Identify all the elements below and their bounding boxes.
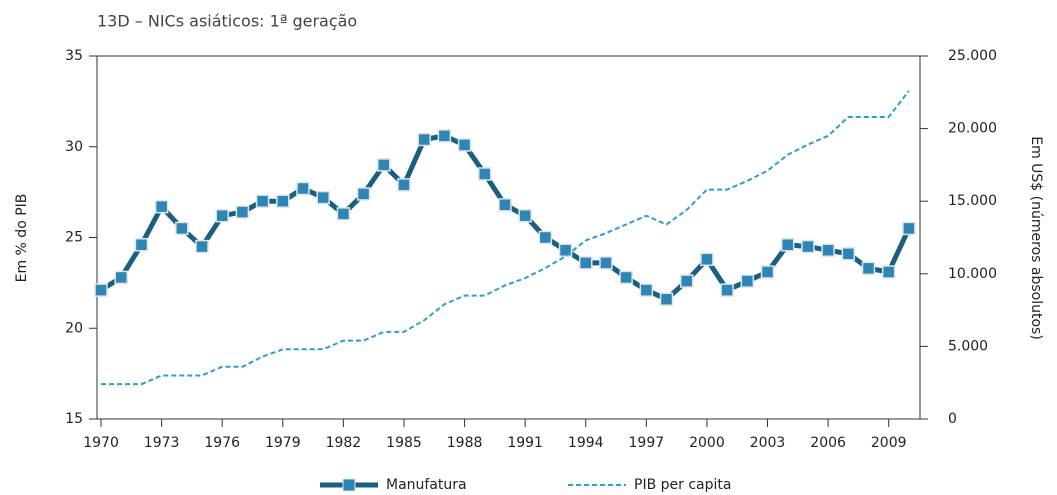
x-tick-label: 1994 bbox=[568, 435, 604, 451]
marker bbox=[599, 256, 613, 270]
y-tick-label: 20 bbox=[65, 320, 83, 336]
marker bbox=[700, 252, 714, 267]
marker bbox=[276, 194, 290, 208]
y-tick-label: 35 bbox=[65, 48, 83, 64]
marker bbox=[841, 247, 856, 261]
marker bbox=[255, 194, 270, 208]
marker bbox=[195, 239, 209, 254]
x-tick-label: 1970 bbox=[83, 435, 119, 451]
y-tick-label: 30 bbox=[65, 139, 83, 155]
marker bbox=[740, 274, 755, 288]
marker bbox=[821, 243, 835, 257]
marker bbox=[154, 199, 169, 214]
marker bbox=[356, 187, 371, 201]
marker bbox=[538, 230, 553, 245]
x-tick-label: 1997 bbox=[629, 435, 665, 451]
x-tick-label: 1982 bbox=[326, 435, 362, 451]
marker bbox=[518, 208, 532, 223]
marker bbox=[861, 261, 876, 276]
marker bbox=[780, 238, 795, 252]
marker bbox=[437, 129, 452, 143]
marker bbox=[377, 158, 391, 172]
marker bbox=[579, 256, 593, 270]
x-tick-label: 2006 bbox=[810, 435, 846, 451]
marker bbox=[336, 207, 351, 221]
x-tick-label: 1976 bbox=[204, 435, 240, 451]
marker bbox=[478, 167, 492, 181]
y2-tick-label: 0 bbox=[948, 411, 957, 427]
marker bbox=[215, 208, 229, 223]
marker bbox=[457, 138, 472, 152]
marker bbox=[659, 292, 674, 306]
marker bbox=[397, 178, 411, 192]
marker bbox=[639, 283, 654, 297]
marker bbox=[720, 283, 734, 297]
y2-tick-label: 20.000 bbox=[948, 121, 997, 137]
y2-tick-label: 10.000 bbox=[948, 266, 997, 282]
x-tick-label: 1979 bbox=[265, 435, 301, 451]
plot-frame bbox=[96, 55, 921, 420]
marker bbox=[417, 132, 431, 147]
marker bbox=[498, 198, 512, 212]
marker bbox=[801, 239, 815, 254]
marker bbox=[175, 221, 189, 236]
marker bbox=[881, 265, 896, 279]
marker bbox=[296, 181, 310, 196]
marker bbox=[134, 238, 149, 252]
series-line bbox=[101, 90, 910, 386]
marker bbox=[94, 283, 108, 297]
x-tick-label: 2000 bbox=[689, 435, 725, 451]
y2-axis-label: Em US$ (números absolutos) bbox=[1028, 136, 1044, 340]
y2-tick-label: 15.000 bbox=[948, 193, 997, 209]
legend-marker bbox=[342, 478, 356, 492]
x-tick-label: 2003 bbox=[750, 435, 786, 451]
marker bbox=[114, 270, 128, 285]
x-tick-label: 1985 bbox=[386, 435, 422, 451]
y2-tick-label: 5.000 bbox=[948, 338, 988, 354]
y-tick-label: 15 bbox=[65, 411, 83, 427]
marker bbox=[679, 274, 694, 288]
marker bbox=[316, 190, 330, 205]
x-tick-label: 1973 bbox=[144, 435, 180, 451]
legend-label: Manufatura bbox=[386, 477, 467, 493]
y-tick-label: 25 bbox=[65, 230, 83, 246]
chart-title: 13D – NICs asiáticos: 1ª geração bbox=[97, 12, 357, 31]
y2-tick-label: 25.000 bbox=[948, 48, 997, 64]
x-tick-label: 1988 bbox=[447, 435, 483, 451]
legend-label: PIB per capita bbox=[634, 477, 731, 493]
marker bbox=[235, 205, 250, 219]
marker bbox=[619, 270, 633, 285]
marker bbox=[558, 243, 573, 257]
marker bbox=[760, 265, 775, 279]
x-tick-label: 2009 bbox=[871, 435, 907, 451]
marker bbox=[902, 221, 916, 236]
y-axis-label: Em % do PIB bbox=[14, 194, 30, 283]
x-tick-label: 1991 bbox=[507, 435, 543, 451]
